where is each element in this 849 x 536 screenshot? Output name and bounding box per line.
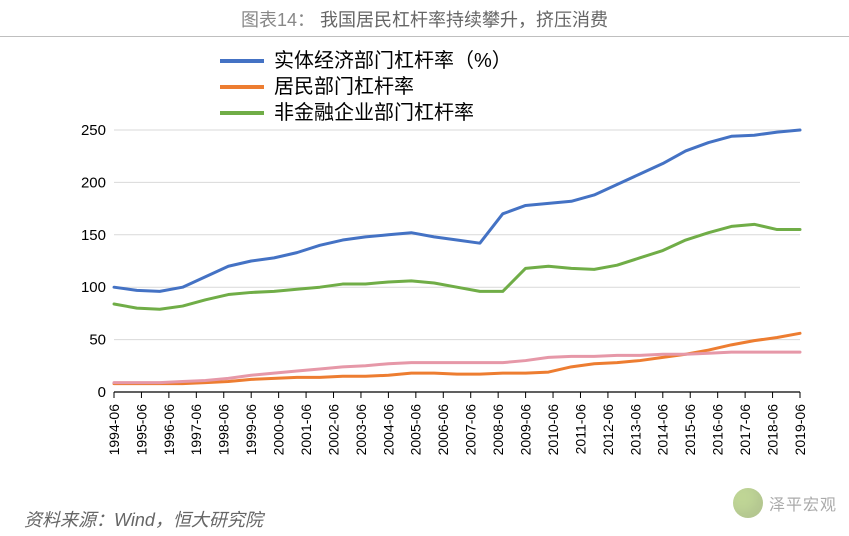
- legend-label: 居民部门杠杆率: [274, 74, 414, 100]
- svg-text:2015-06: 2015-06: [682, 404, 698, 456]
- source-text: 资料来源：Wind，恒大研究院: [24, 506, 263, 532]
- svg-text:2000-06: 2000-06: [271, 404, 287, 456]
- svg-text:2013-06: 2013-06: [627, 404, 643, 456]
- svg-text:50: 50: [89, 332, 106, 349]
- svg-text:2006-06: 2006-06: [435, 404, 451, 456]
- watermark-icon: [733, 488, 763, 518]
- svg-text:2009-06: 2009-06: [518, 404, 534, 456]
- svg-text:1998-06: 1998-06: [216, 404, 232, 456]
- svg-text:0: 0: [98, 384, 106, 401]
- legend-swatch: [220, 111, 264, 115]
- legend-label: 非金融企业部门杠杆率: [274, 100, 474, 126]
- svg-text:2019-06: 2019-06: [792, 404, 808, 456]
- svg-text:2007-06: 2007-06: [463, 404, 479, 456]
- svg-text:2017-06: 2017-06: [737, 404, 753, 456]
- svg-text:2014-06: 2014-06: [655, 404, 671, 456]
- chart-container: { "title_prefix": "图表14：", "title": "我国居…: [0, 0, 849, 536]
- svg-text:2011-06: 2011-06: [572, 404, 588, 455]
- svg-text:100: 100: [81, 279, 106, 296]
- svg-text:2016-06: 2016-06: [710, 404, 726, 456]
- svg-text:150: 150: [81, 227, 106, 244]
- svg-text:2008-06: 2008-06: [490, 404, 506, 456]
- watermark-text: 泽平宏观: [769, 491, 837, 515]
- svg-text:2010-06: 2010-06: [545, 404, 561, 456]
- watermark: 泽平宏观: [733, 488, 837, 518]
- legend-label: 实体经济部门杠杆率（%）: [274, 48, 512, 74]
- legend: 实体经济部门杠杆率（%）居民部门杠杆率非金融企业部门杠杆率: [220, 48, 512, 126]
- svg-text:2001-06: 2001-06: [298, 404, 314, 456]
- svg-text:2002-06: 2002-06: [325, 404, 341, 456]
- legend-swatch: [220, 85, 264, 89]
- title-prefix: 图表14：: [241, 10, 315, 30]
- legend-item: 实体经济部门杠杆率（%）: [220, 48, 512, 74]
- svg-text:2003-06: 2003-06: [353, 404, 369, 456]
- chart-title: 图表14： 我国居民杠杆率持续攀升，挤压消费: [0, 0, 849, 37]
- svg-text:2018-06: 2018-06: [764, 404, 780, 456]
- legend-item: 居民部门杠杆率: [220, 74, 512, 100]
- svg-text:200: 200: [81, 174, 106, 191]
- title-text: 我国居民杠杆率持续攀升，挤压消费: [320, 10, 608, 30]
- svg-text:2005-06: 2005-06: [408, 404, 424, 456]
- svg-text:250: 250: [81, 122, 106, 139]
- legend-swatch: [220, 59, 264, 63]
- svg-text:1996-06: 1996-06: [161, 404, 177, 456]
- svg-text:2004-06: 2004-06: [380, 404, 396, 456]
- legend-item: 非金融企业部门杠杆率: [220, 100, 512, 126]
- svg-text:1999-06: 1999-06: [243, 404, 259, 456]
- svg-text:1995-06: 1995-06: [133, 404, 149, 456]
- svg-text:1994-06: 1994-06: [106, 404, 122, 456]
- svg-text:1997-06: 1997-06: [188, 404, 204, 456]
- svg-text:2012-06: 2012-06: [600, 404, 616, 456]
